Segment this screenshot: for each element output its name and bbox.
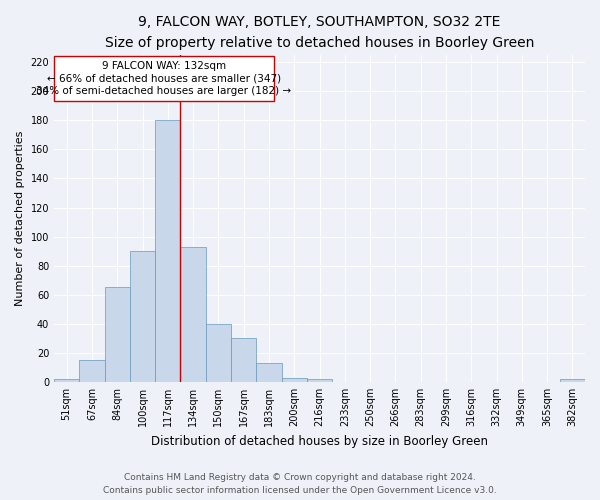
Text: Contains HM Land Registry data © Crown copyright and database right 2024.
Contai: Contains HM Land Registry data © Crown c… [103,474,497,495]
Bar [206,324,231,382]
Bar [79,360,104,382]
Text: 34% of semi-detached houses are larger (182) →: 34% of semi-detached houses are larger (… [37,86,292,97]
Bar [231,338,256,382]
Bar [181,247,206,382]
Text: 9 FALCON WAY: 132sqm: 9 FALCON WAY: 132sqm [102,60,226,70]
Bar [104,288,130,382]
Y-axis label: Number of detached properties: Number of detached properties [15,130,25,306]
Title: 9, FALCON WAY, BOTLEY, SOUTHAMPTON, SO32 2TE
Size of property relative to detach: 9, FALCON WAY, BOTLEY, SOUTHAMPTON, SO32… [105,15,534,50]
X-axis label: Distribution of detached houses by size in Boorley Green: Distribution of detached houses by size … [151,434,488,448]
Bar [130,251,155,382]
Bar [281,378,307,382]
Bar [155,120,181,382]
FancyBboxPatch shape [54,56,274,102]
Bar [256,363,281,382]
Bar [54,379,79,382]
Text: ← 66% of detached houses are smaller (347): ← 66% of detached houses are smaller (34… [47,74,281,84]
Bar [560,379,585,382]
Bar [307,379,332,382]
